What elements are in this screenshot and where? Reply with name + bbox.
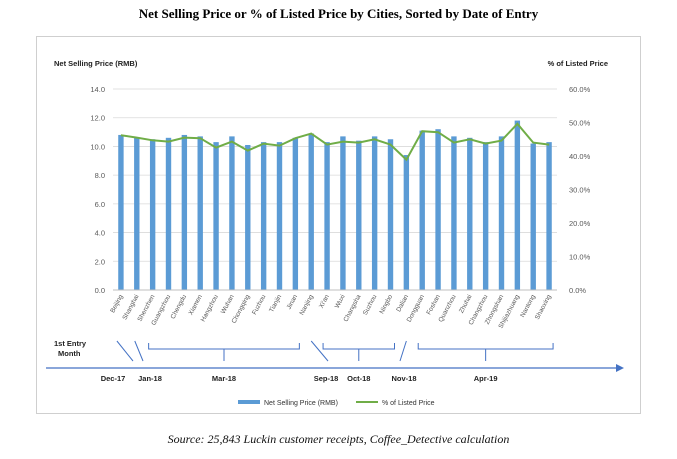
y-tick-label: 8.0 — [95, 171, 105, 180]
x-tick-label: Ningbo — [378, 293, 394, 315]
y2-tick-label: 20.0% — [569, 219, 591, 228]
bar-fuzhou — [260, 142, 267, 290]
x-tick-label: Beijing — [109, 293, 125, 314]
y-tick-label: 12.0 — [90, 114, 105, 123]
pointer-sep-18 — [310, 340, 329, 362]
chart-title: Net Selling Price or % of Listed Price b… — [138, 6, 539, 21]
y-axis-title: Net Selling Price (RMB) — [54, 59, 138, 68]
bar-zhuhai — [467, 137, 473, 290]
bar-beijing — [118, 134, 124, 290]
x-tick-label: Zhuhai — [458, 294, 474, 315]
pointer-nov-18 — [399, 340, 407, 362]
timeline-month-label: Apr-19 — [474, 374, 498, 383]
x-tick-label: Xi'an — [318, 293, 331, 309]
y2-tick-label: 10.0% — [569, 253, 591, 262]
bar-foshan — [435, 129, 441, 290]
pointer-jan-18 — [134, 340, 144, 362]
x-tick-label: Suzhou — [362, 293, 379, 316]
bar-xiamen — [197, 136, 203, 290]
y2-tick-label: 60.0% — [569, 85, 591, 94]
x-tick-label: Foshan — [425, 293, 442, 316]
bar-suzhou — [371, 136, 378, 290]
bar-hangzhou — [213, 142, 219, 290]
legend-swatch-bar — [238, 400, 260, 404]
bar-changsha — [356, 140, 362, 290]
bar-xian — [324, 142, 330, 290]
y-tick-label: 14.0 — [90, 85, 105, 94]
bar-wuhan — [229, 136, 235, 290]
y-tick-label: 0.0 — [95, 286, 105, 295]
y2-tick-label: 0.0% — [569, 286, 586, 295]
timeline-label-line1: 1st Entry — [54, 339, 87, 348]
bar-shijiazhuang — [514, 120, 521, 290]
bar-chongqing — [245, 144, 251, 290]
y2-axis-title: % of Listed Price — [548, 59, 608, 68]
bar-zhongshan — [498, 136, 505, 290]
bar-nantong — [530, 143, 536, 290]
y2-tick-label: 40.0% — [569, 152, 591, 161]
bar-chengdu — [181, 134, 188, 290]
y-tick-label: 6.0 — [95, 200, 105, 209]
pointer-dec-17 — [116, 340, 134, 362]
bar-ningbo — [387, 139, 394, 290]
legend-label-bar: Net Selling Price (RMB) — [264, 400, 338, 407]
x-tick-label: Tianjin — [268, 293, 283, 313]
bar-changzhou — [482, 142, 489, 290]
x-tick-label: Fuzhou — [251, 293, 268, 316]
bar-shaoxing — [546, 142, 552, 290]
x-tick-label: Jinan — [286, 293, 300, 310]
x-tick-label: Nanjing — [298, 293, 315, 316]
x-tick-label: Wuxi — [334, 294, 347, 310]
x-tick-label: Xiamen — [187, 293, 204, 316]
brace-mar-18 — [148, 343, 300, 361]
line-series-pct-listed — [120, 122, 550, 162]
x-tick-label: Shaoxing — [534, 293, 553, 321]
y-tick-label: 2.0 — [95, 257, 105, 266]
bar-jinan — [292, 137, 299, 290]
bar-dongguan — [419, 130, 425, 290]
y2-tick-label: 30.0% — [569, 186, 591, 195]
timeline-month-label: Jan-18 — [138, 374, 162, 383]
y-tick-label: 4.0 — [95, 229, 105, 238]
brace-apr-19 — [417, 343, 554, 361]
timeline-month-label: Sep-18 — [314, 374, 339, 383]
timeline-month-label: Nov-18 — [391, 374, 416, 383]
timeline-month-label: Dec-17 — [101, 374, 126, 383]
brace-oct-18 — [322, 343, 395, 361]
bar-shanghai — [134, 137, 140, 290]
timeline-arrowhead — [616, 364, 624, 372]
x-tick-label: Dalian — [395, 293, 410, 313]
timeline-month-label: Mar-18 — [212, 374, 236, 383]
y2-tick-label: 50.0% — [569, 119, 591, 128]
bar-wuxi — [340, 136, 346, 290]
bar-dalian — [403, 155, 410, 290]
bar-shenzhen — [149, 139, 156, 290]
bar-tianjin — [276, 142, 283, 290]
x-tick-label: Wuhan — [220, 293, 236, 315]
x-tick-label: Chengdu — [170, 293, 189, 320]
timeline-month-label: Oct-18 — [347, 374, 370, 383]
bar-quanzhou — [451, 136, 457, 290]
bar-nanjing — [308, 133, 314, 290]
bar-guangzhou — [165, 137, 172, 290]
timeline-label-line2: Month — [58, 349, 81, 358]
source-note: Source: 25,843 Luckin customer receipts,… — [167, 432, 510, 446]
y-tick-label: 10.0 — [90, 142, 105, 151]
legend-label-line: % of Listed Price — [382, 400, 435, 407]
